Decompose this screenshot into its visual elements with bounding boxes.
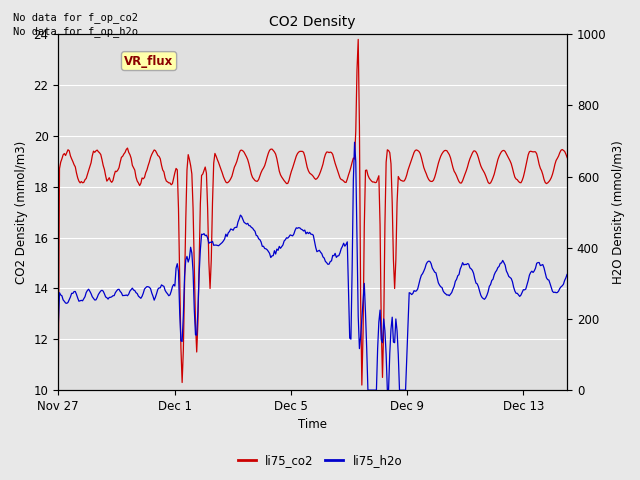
X-axis label: Time: Time — [298, 419, 327, 432]
Text: No data for f_op_h2o: No data for f_op_h2o — [13, 26, 138, 37]
Title: CO2 Density: CO2 Density — [269, 15, 356, 29]
Text: No data for f_op_co2: No data for f_op_co2 — [13, 12, 138, 23]
Y-axis label: H2O Density (mmol/m3): H2O Density (mmol/m3) — [612, 140, 625, 284]
Y-axis label: CO2 Density (mmol/m3): CO2 Density (mmol/m3) — [15, 141, 28, 284]
Text: VR_flux: VR_flux — [124, 55, 173, 68]
Legend: li75_co2, li75_h2o: li75_co2, li75_h2o — [233, 449, 407, 472]
